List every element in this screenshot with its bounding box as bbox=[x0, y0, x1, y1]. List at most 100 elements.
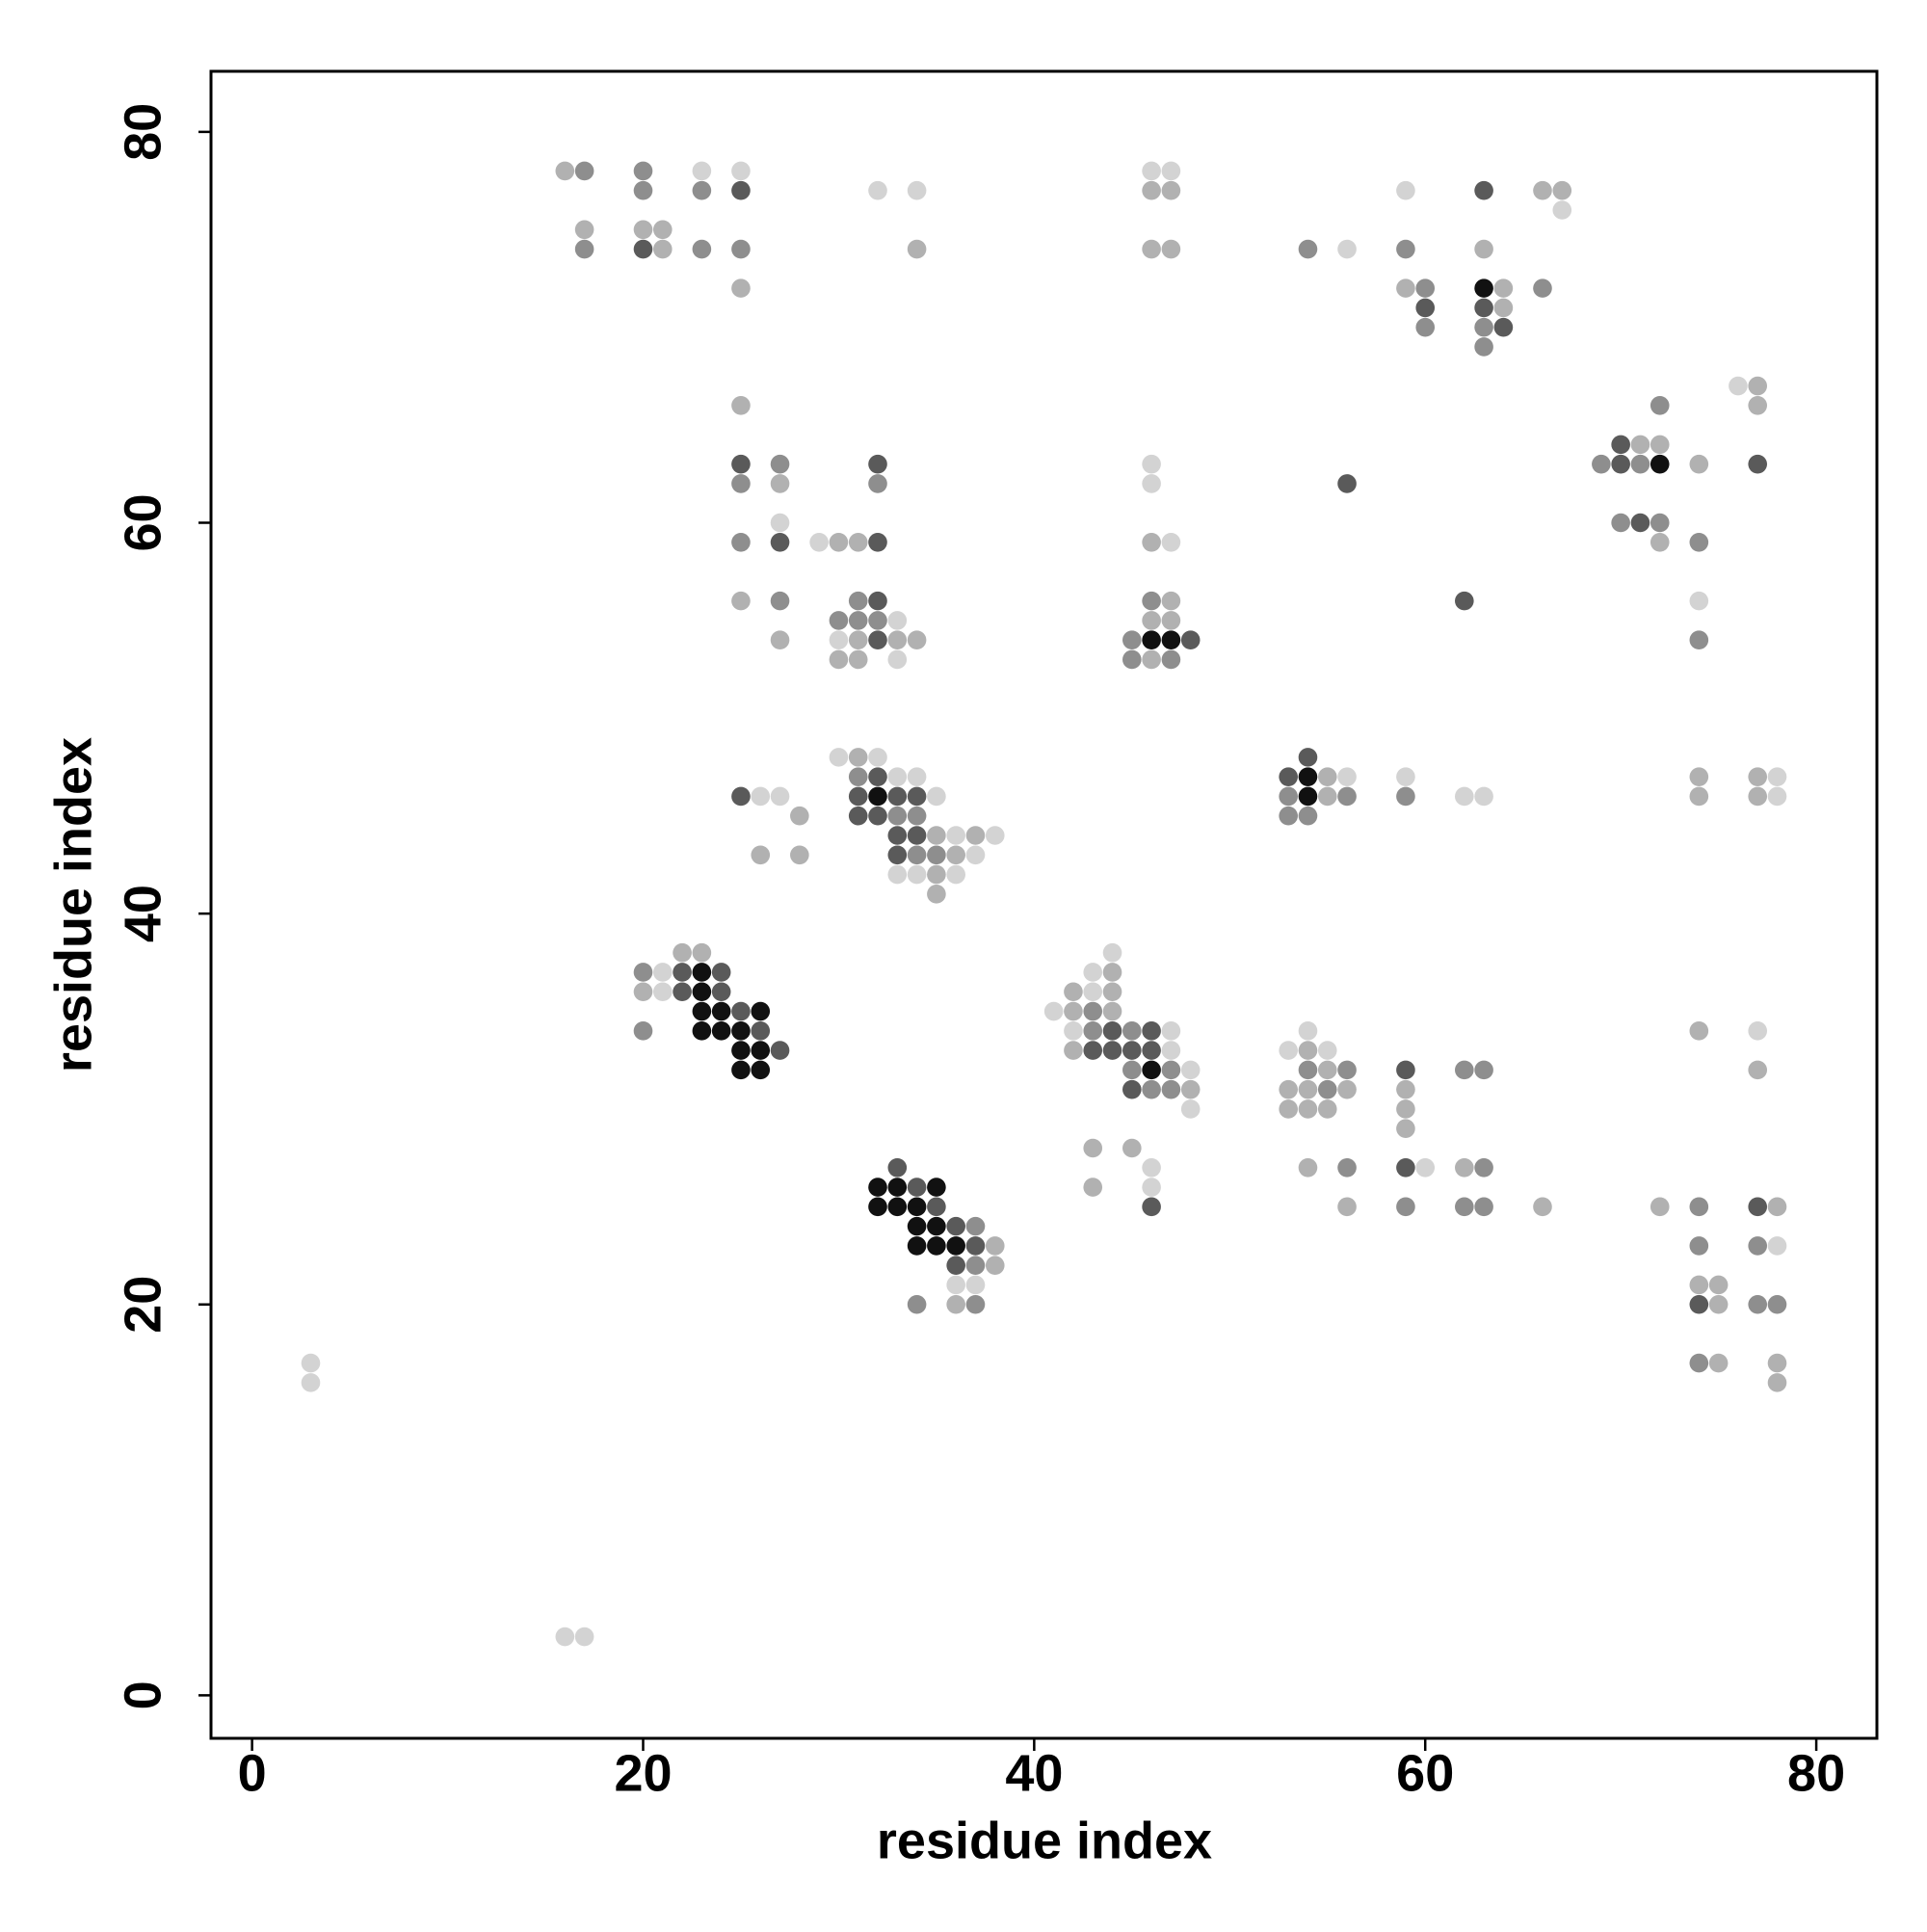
point bbox=[1161, 532, 1181, 552]
point bbox=[1455, 786, 1474, 807]
point bbox=[1396, 786, 1415, 807]
point bbox=[1767, 767, 1787, 786]
point bbox=[1396, 1119, 1415, 1139]
point bbox=[868, 180, 887, 200]
x-tick-label: 40 bbox=[1005, 1744, 1063, 1802]
point bbox=[692, 161, 712, 181]
point bbox=[1317, 1099, 1337, 1119]
y-tick-label: 80 bbox=[114, 103, 172, 161]
point bbox=[1161, 239, 1181, 259]
point bbox=[770, 786, 790, 807]
point bbox=[1689, 1294, 1709, 1314]
point bbox=[1396, 1079, 1415, 1099]
point bbox=[1279, 1099, 1298, 1119]
point bbox=[770, 630, 790, 649]
point bbox=[1083, 1138, 1103, 1158]
point bbox=[1102, 982, 1122, 1002]
point bbox=[1533, 278, 1552, 298]
point bbox=[692, 180, 712, 200]
point bbox=[1415, 1157, 1436, 1178]
point bbox=[652, 220, 673, 240]
point bbox=[1415, 317, 1436, 337]
point bbox=[985, 1236, 1005, 1256]
point bbox=[1142, 1197, 1161, 1217]
point bbox=[868, 474, 887, 493]
point bbox=[868, 767, 887, 786]
point bbox=[848, 767, 868, 786]
point bbox=[829, 649, 849, 670]
point bbox=[751, 786, 771, 807]
point bbox=[692, 1021, 712, 1041]
point bbox=[1180, 1079, 1201, 1099]
point bbox=[574, 220, 594, 240]
x-tick-label: 0 bbox=[238, 1744, 267, 1802]
point bbox=[1474, 298, 1493, 318]
point bbox=[1161, 1021, 1181, 1041]
point bbox=[692, 942, 712, 963]
point bbox=[1337, 1079, 1357, 1099]
point bbox=[1396, 1099, 1415, 1119]
point bbox=[848, 532, 868, 552]
point bbox=[868, 748, 887, 767]
point bbox=[1083, 1178, 1103, 1197]
point bbox=[1767, 1294, 1787, 1314]
point bbox=[1650, 1197, 1670, 1217]
point bbox=[673, 942, 692, 963]
point bbox=[907, 1178, 927, 1197]
point bbox=[692, 1001, 712, 1021]
point bbox=[1161, 161, 1181, 181]
point bbox=[946, 1256, 965, 1275]
y-tick-label: 20 bbox=[114, 1276, 172, 1334]
point bbox=[1474, 1060, 1493, 1080]
point bbox=[1455, 1157, 1474, 1178]
point bbox=[1650, 532, 1670, 552]
point bbox=[1474, 786, 1493, 807]
point bbox=[887, 1197, 908, 1217]
point bbox=[1142, 161, 1161, 181]
point bbox=[1396, 767, 1415, 786]
point bbox=[633, 180, 653, 200]
point bbox=[868, 591, 887, 611]
point bbox=[887, 767, 908, 786]
point bbox=[1317, 786, 1337, 807]
point bbox=[946, 826, 965, 845]
point bbox=[574, 1627, 594, 1647]
point bbox=[1689, 1236, 1709, 1256]
point bbox=[1142, 180, 1161, 200]
point bbox=[965, 1294, 986, 1314]
point bbox=[1161, 591, 1181, 611]
point bbox=[887, 864, 908, 885]
point bbox=[1298, 1060, 1318, 1080]
x-tick-label: 60 bbox=[1396, 1744, 1454, 1802]
point bbox=[692, 963, 712, 982]
point bbox=[1396, 239, 1415, 259]
point bbox=[887, 806, 908, 826]
point bbox=[1142, 611, 1161, 630]
point bbox=[1122, 1079, 1142, 1099]
point bbox=[848, 806, 868, 826]
point bbox=[692, 982, 712, 1002]
point bbox=[751, 1041, 771, 1060]
point bbox=[1455, 591, 1474, 611]
point bbox=[1064, 982, 1083, 1002]
point bbox=[927, 864, 946, 885]
point bbox=[652, 982, 673, 1002]
point bbox=[965, 1216, 986, 1236]
point bbox=[965, 826, 986, 845]
point bbox=[1298, 806, 1318, 826]
point bbox=[868, 454, 887, 474]
point bbox=[868, 806, 887, 826]
point bbox=[731, 1060, 751, 1080]
point bbox=[1474, 317, 1493, 337]
point bbox=[907, 864, 927, 885]
point bbox=[1415, 278, 1436, 298]
point bbox=[633, 220, 653, 240]
point bbox=[1650, 396, 1670, 415]
point bbox=[1142, 1021, 1161, 1041]
point bbox=[1161, 1041, 1181, 1060]
point bbox=[790, 845, 809, 865]
point bbox=[907, 806, 927, 826]
point bbox=[1180, 1099, 1201, 1119]
point bbox=[1317, 1041, 1337, 1060]
y-tick-label: 60 bbox=[114, 493, 172, 551]
